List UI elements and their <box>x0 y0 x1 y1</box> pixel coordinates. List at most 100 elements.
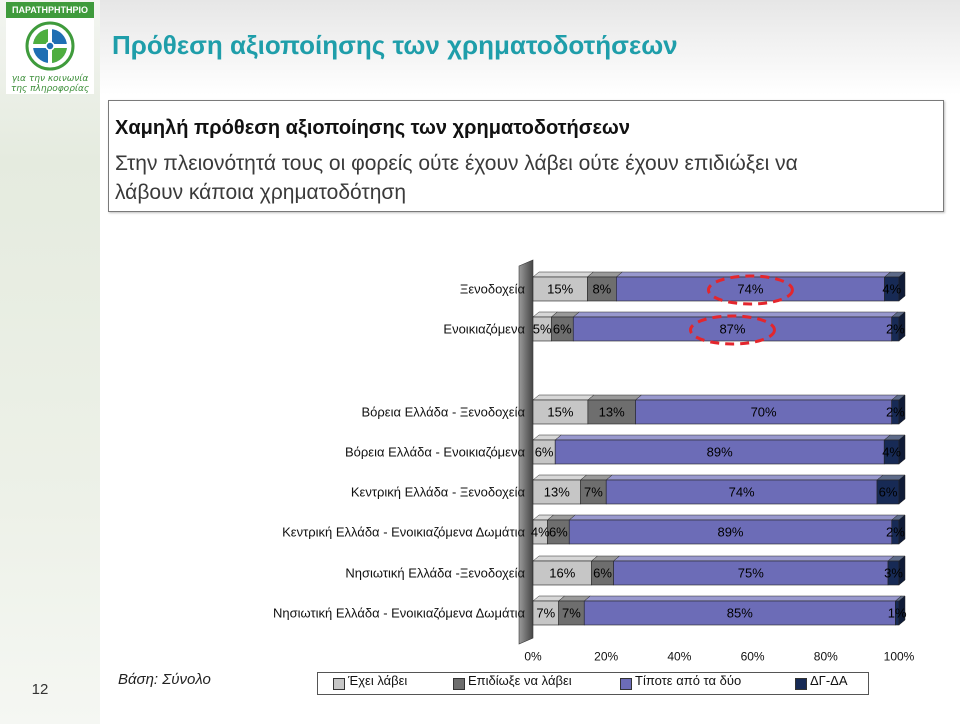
legend-label-sought: Επιδίωξε να λάβει <box>468 673 572 688</box>
bar-segment <box>532 600 559 626</box>
bar-segment-top-face <box>532 394 595 401</box>
bar-end-face <box>898 394 906 425</box>
page-number: 12 <box>31 681 49 698</box>
highlight-ellipse <box>706 274 794 306</box>
data-label: 6% <box>549 525 568 540</box>
data-label: 6% <box>553 322 572 337</box>
bar-row <box>532 434 906 465</box>
category-label: Κεντρική Ελλάδα - Ενοικιαζόμενα Δωμάτια <box>282 525 525 540</box>
summary-textbox: Χαμηλή πρόθεση αξιοποίησης των χρηματοδο… <box>108 100 944 212</box>
bar-row <box>532 311 906 342</box>
x-tick-label: 20% <box>594 650 618 664</box>
logo-quadrant-top-left <box>33 29 50 46</box>
logo-tagline-line2: της πληροφορίας <box>10 84 90 94</box>
logo-banner: ΠΑΡΑΤΗΡΗΤΗΡΙΟ <box>6 2 94 18</box>
x-tick-label: 0% <box>524 650 542 664</box>
bar-segment-top-face <box>583 595 903 602</box>
legend-label-dk-na: ΔΓ-ΔΑ <box>810 673 848 688</box>
data-label: 13% <box>544 485 570 500</box>
bar-segment <box>558 600 585 626</box>
summary-heading: Χαμηλή πρόθεση αξιοποίησης των χρηματοδο… <box>115 117 630 139</box>
slide-title: Πρόθεση αξιοποίησης των χρηματοδοτήσεων <box>112 30 678 60</box>
x-tick-label: 60% <box>741 650 765 664</box>
bar-segment-top-face <box>532 555 599 562</box>
data-label: 2% <box>886 405 905 420</box>
data-label: 87% <box>719 322 745 337</box>
globe-logo-icon <box>25 21 75 71</box>
category-label: Νησιωτική Ελλάδα - Ενοικιαζόμενα Δωμάτια <box>273 606 525 621</box>
bar-end-face <box>898 474 906 505</box>
bar-segment-top-face <box>532 271 595 278</box>
legend-swatch-received <box>333 678 345 690</box>
data-label: 16% <box>549 566 575 581</box>
data-label: 8% <box>592 282 611 297</box>
bar-segment <box>568 519 893 545</box>
bar-row <box>532 595 906 626</box>
highlight-ellipse <box>688 314 776 346</box>
base-note: Βάση: Σύνολο <box>118 671 211 688</box>
bar-segment-top-face <box>634 394 899 401</box>
legend-swatch-sought <box>453 678 465 690</box>
data-label: 85% <box>727 606 753 621</box>
bar-end-face <box>898 514 906 545</box>
legend-label-received: Έχει λάβει <box>348 673 408 688</box>
data-label: 75% <box>738 566 764 581</box>
legend-swatch-neither <box>620 678 632 690</box>
chart-side-wall <box>518 259 534 645</box>
data-label: 89% <box>707 445 733 460</box>
data-label: 13% <box>599 405 625 420</box>
data-label: 4% <box>882 445 901 460</box>
legend-swatch-dk-na <box>795 678 807 690</box>
category-label: Νησιωτική Ελλάδα -Ξενοδοχεία <box>345 566 525 581</box>
bar-end-face <box>898 595 906 626</box>
bar-segment-top-face <box>605 474 884 481</box>
observatory-logo: ΠΑΡΑΤΗΡΗΤΗΡΙΟ για την κοινωνία της πληρο… <box>6 2 94 94</box>
category-label: Κεντρική Ελλάδα - Ξενοδοχεία <box>351 485 526 500</box>
legend-label-neither: Τίποτε από τα δύο <box>635 673 742 688</box>
bar-segment <box>616 276 885 302</box>
summary-body-line1: Στην πλειονότητά τους οι φορείς ούτε έχο… <box>115 152 798 175</box>
bar-end-face <box>898 311 906 342</box>
bar-segment <box>532 560 592 586</box>
bar-end-face <box>898 434 906 465</box>
data-label: 3% <box>884 566 903 581</box>
bar-segment <box>587 399 636 425</box>
data-label: 15% <box>547 282 573 297</box>
data-label: 4% <box>531 525 550 540</box>
bar-row <box>532 474 906 505</box>
category-label: Βόρεια Ελλάδα - Ξενοδοχεία <box>361 405 525 420</box>
bar-row <box>532 394 906 425</box>
bar-end-face <box>898 555 906 586</box>
bar-segment <box>532 479 581 505</box>
bar-segment-top-face <box>532 474 588 481</box>
data-label: 74% <box>729 485 755 500</box>
category-label: Ενοικιαζόμενα <box>443 322 525 337</box>
logo-tagline-line1: για την κοινωνία <box>11 74 89 84</box>
bar-segment-top-face <box>554 434 891 441</box>
data-label: 74% <box>737 282 763 297</box>
data-label: 2% <box>886 322 905 337</box>
bar-segment <box>554 439 885 465</box>
bar-end-face <box>898 271 906 302</box>
bar-segment <box>572 316 892 342</box>
bar-segment-top-face <box>587 394 643 401</box>
data-label: 70% <box>751 405 777 420</box>
data-label: 6% <box>879 485 898 500</box>
x-tick-label: 100% <box>884 650 915 664</box>
summary-body-line2: λάβουν κάποια χρηματοδότηση <box>115 181 407 204</box>
bar-row <box>532 514 906 545</box>
category-label: Βόρεια Ελλάδα - Ενοικιαζόμενα <box>345 445 525 460</box>
data-label: 5% <box>533 322 552 337</box>
data-label: 2% <box>886 525 905 540</box>
bar-segment <box>532 399 589 425</box>
data-label: 6% <box>535 445 554 460</box>
x-tick-label: 80% <box>814 650 838 664</box>
data-label: 1% <box>888 606 907 621</box>
bar-segment-top-face <box>612 555 895 562</box>
bar-segment <box>532 276 588 302</box>
x-tick-label: 40% <box>667 650 691 664</box>
data-label: 89% <box>717 525 743 540</box>
bar-segment <box>605 479 878 505</box>
bar-row <box>532 555 906 586</box>
bar-segment <box>587 276 617 302</box>
